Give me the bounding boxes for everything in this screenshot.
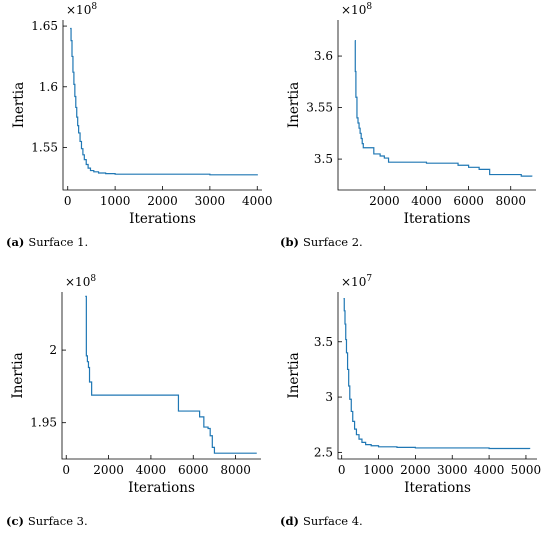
panel-d-yticks: 2.5 3 3.5 [314,335,342,459]
panel-c-xtick-label: 2000 [93,463,124,477]
panel-c: 1.952 0 2000 4000 6000 8000 ×108 Iterations … [6,274,261,528]
panel-d-xtick-label: 1000 [363,463,394,477]
panel-d: 2.5 3 3.5 0 1000 2000 3000 4000 5000 ×107 Itera… [280,274,541,528]
panel-c-xticks: 0 2000 4000 6000 8000 [62,455,251,477]
panel-a-series-line [70,27,258,176]
panel-c-yticks: 1.95 2 [30,343,66,430]
panel-b-xtick-label: 6000 [453,194,484,208]
panel-c-xtick-label: 0 [62,463,70,477]
panel-a: 1.55 1.6 1.65 0 1000 2000 3000 4000 ×108 Itera… [6,2,273,249]
panel-b-xtick-label: 8000 [495,194,526,208]
panel-c-exponent: ×108 [65,274,96,289]
panel-b-caption: (b) Surface 2. [280,235,363,249]
panel-a-xtick-label: 3000 [195,194,226,208]
panel-d-xtick-label: 4000 [474,463,505,477]
panel-a-caption: (a) Surface 1. [6,235,88,249]
panel-c-ytick-label: 1.95 [30,416,57,430]
panel-d-series-line [343,298,531,450]
panel-b-ytick-label: 3.55 [306,101,333,115]
panel-d-xtick-label: 2000 [400,463,431,477]
panel-d-ytick-label: 3.5 [314,335,333,349]
panel-c-xtick-label: 6000 [178,463,209,477]
panel-b-series-line [354,40,533,177]
panel-a-ylabel: Inertia [11,82,27,128]
panel-d-xtick-label: 0 [338,463,346,477]
panel-d-xtick-label: 3000 [437,463,468,477]
panel-c-axis-box [61,292,261,460]
panel-b-xlabel: Iterations [404,211,471,227]
panel-d-exponent: ×107 [341,274,372,289]
panel-d-axis-box [337,292,537,460]
panel-b-axis-box [337,20,536,191]
panel-b-ytick-label: 3.6 [314,49,333,63]
panel-d-ylabel: Inertia [286,352,302,398]
panel-c-caption: (c) Surface 3. [6,514,88,528]
panel-b-yticks: 3.5 3.55 3.6 [306,49,342,166]
panel-a-xtick-label: 2000 [147,194,178,208]
panel-d-ytick-label: 2.5 [314,445,333,459]
panel-d-caption: (d) Surface 4. [280,514,363,528]
panel-a-xlabel: Iterations [129,211,196,227]
panel-b-xticks: 2000 4000 6000 8000 [369,186,526,208]
panel-c-ytick-label: 2 [49,343,57,357]
panel-a-xtick-label: 1000 [100,194,131,208]
panel-b-xtick-label: 4000 [411,194,442,208]
panel-a-xticks: 0 1000 2000 3000 4000 [64,186,273,208]
panel-b-ylabel: Inertia [286,82,302,128]
panel-c-xtick-label: 8000 [220,463,251,477]
panel-b-xtick-label: 2000 [369,194,400,208]
panel-b: 3.5 3.55 3.6 2000 4000 6000 8000 ×108 Iterati… [280,2,536,249]
panel-a-xtick-label: 0 [64,194,72,208]
panel-a-ytick-label: 1.6 [39,80,58,94]
panel-a-xtick-label: 4000 [242,194,273,208]
panel-b-exponent: ×108 [341,2,372,17]
panel-b-ytick-label: 3.5 [314,152,333,166]
panel-a-ytick-label: 1.55 [31,141,58,155]
panel-d-xtick-label: 5000 [511,463,542,477]
panel-a-axis-box [62,20,262,191]
panel-d-xticks: 0 1000 2000 3000 4000 5000 [338,455,541,477]
panel-d-xlabel: Iterations [404,480,471,496]
panel-a-ytick-label: 1.65 [31,19,58,33]
panel-c-ylabel: Inertia [10,352,26,398]
panel-d-ytick-label: 3 [325,390,333,404]
panel-c-xtick-label: 4000 [136,463,167,477]
panel-c-xlabel: Iterations [128,480,195,496]
panel-c-series-line [85,295,257,454]
panel-a-yticks: 1.55 1.6 1.65 [31,19,67,155]
panel-a-exponent: ×108 [66,2,97,17]
